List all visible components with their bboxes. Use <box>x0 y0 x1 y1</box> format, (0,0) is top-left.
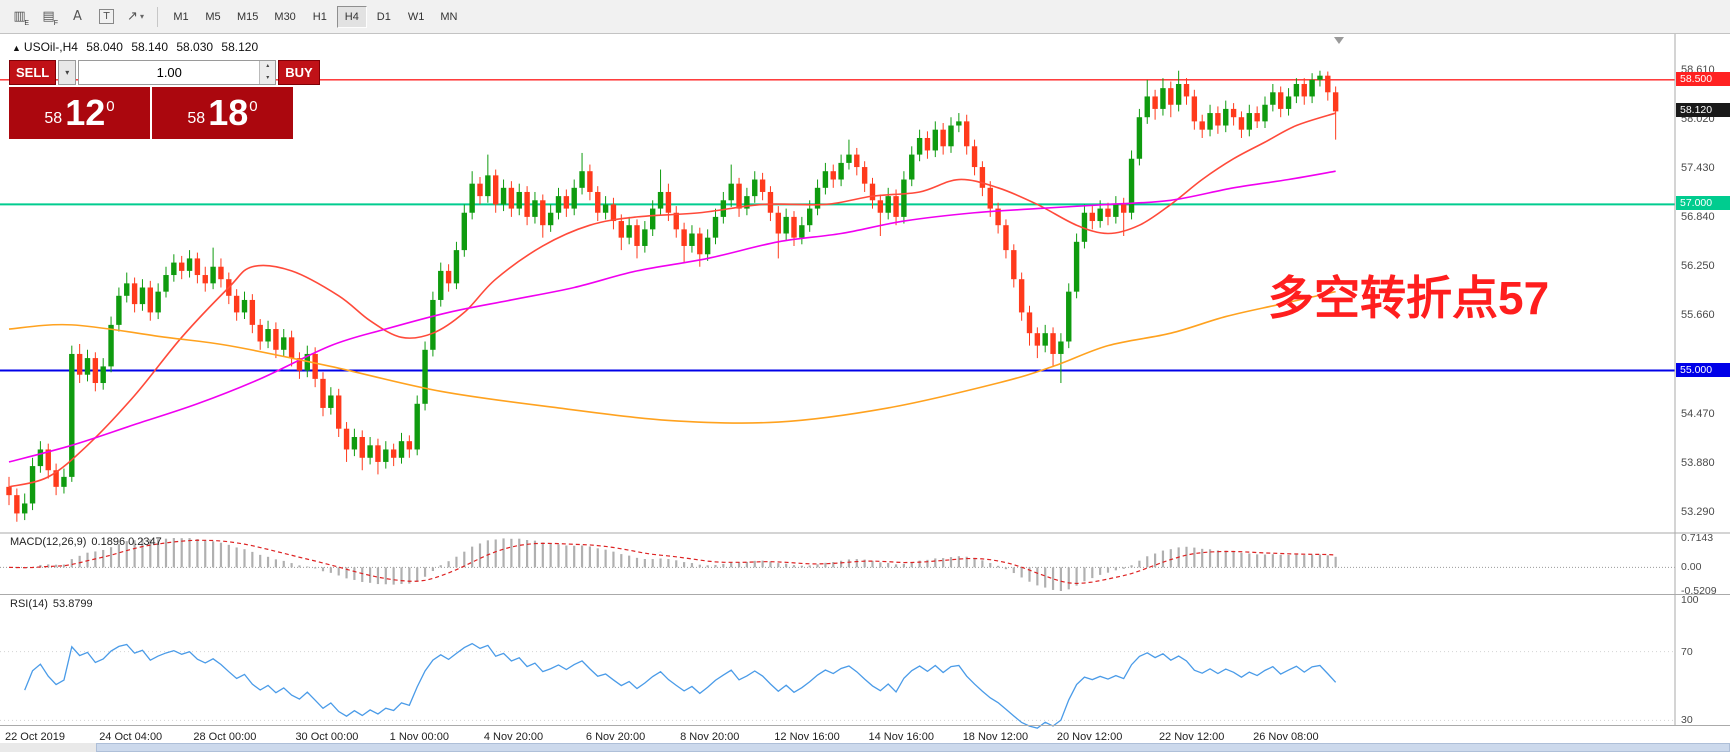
price-tick-53.290: 53.290 <box>1681 505 1715 518</box>
buy-price-pips: 18 <box>208 92 249 133</box>
toolbar-separator <box>157 6 158 27</box>
buy-button[interactable]: BUY <box>278 60 320 85</box>
buy-price-box[interactable]: 58 18 0 <box>152 87 293 139</box>
volume-spinner: ▴ ▾ <box>259 61 276 84</box>
rsi-name: RSI(14) <box>10 598 48 610</box>
timeframe-button-H4[interactable]: H4 <box>336 5 367 28</box>
chevron-down-icon: ▾ <box>65 68 70 77</box>
ma-line-slow <box>8 290 1336 424</box>
timeframe-button-MN[interactable]: MN <box>433 6 464 28</box>
moving-average-lines <box>8 112 1336 488</box>
price-shift-marker <box>1334 37 1344 44</box>
price-tick-56.250: 56.250 <box>1681 259 1715 272</box>
chart-annotation-text: 多空转折点57 <box>1268 272 1550 324</box>
timeframe-button-M1[interactable]: M1 <box>166 6 196 28</box>
volume-input[interactable] <box>79 61 260 84</box>
macd-panel <box>0 538 1675 591</box>
text-tool-icon[interactable]: T <box>93 5 120 29</box>
ma-line-fast <box>8 112 1336 488</box>
sell-price-box[interactable]: 58 12 0 <box>9 87 150 139</box>
price-tick-54.470: 54.470 <box>1681 407 1715 420</box>
toolbar-icons: ▥ E ▤ F A T ↗ ▾ <box>6 5 149 29</box>
time-label: 24 Oct 04:00 <box>99 731 163 743</box>
rsi-panel <box>0 642 1675 729</box>
timeframe-button-M30[interactable]: M30 <box>267 6 302 28</box>
chart-profile-e-icon[interactable]: ▥ E <box>6 5 33 29</box>
rsi-level-30: 30 <box>1681 714 1693 727</box>
panel-frame <box>0 33 1730 726</box>
price-tick-53.880: 53.880 <box>1681 456 1715 469</box>
rsi-indicator-label: RSI(14) 53.8799 <box>10 598 98 610</box>
ma-line-mid <box>8 170 1336 463</box>
macd-name: MACD(12,26,9) <box>10 536 87 548</box>
draw-tools-icon[interactable]: ↗ ▾ <box>122 5 149 29</box>
sell-price-pips: 12 <box>65 92 106 133</box>
timeframe-button-M15[interactable]: M15 <box>230 6 265 28</box>
volume-dropdown-button[interactable]: ▾ <box>58 60 77 85</box>
candles <box>6 70 1339 522</box>
close-value: 58.120 <box>221 40 259 54</box>
symbol-triangle-icon: ▲ <box>12 43 21 53</box>
timeframe-button-H1[interactable]: H1 <box>305 6 335 28</box>
rsi-level-70: 70 <box>1681 645 1693 658</box>
time-label: 8 Nov 20:00 <box>680 731 740 743</box>
macd-scale--0.5209: -0.5209 <box>1681 585 1717 597</box>
sell-price-point: 0 <box>106 97 115 115</box>
price-label-55.000: 55.000 <box>1676 362 1730 377</box>
symbol-period-label: USOil-,H4 <box>23 40 78 54</box>
price-tick-57.430: 57.430 <box>1681 161 1715 174</box>
time-label: 12 Nov 16:00 <box>774 731 840 743</box>
time-label: 4 Nov 20:00 <box>483 731 544 743</box>
buy-price-handle: 58 <box>187 110 206 127</box>
time-label: 6 Nov 20:00 <box>585 731 646 743</box>
price-label-57.000: 57.000 <box>1676 196 1730 211</box>
high-value: 58.140 <box>131 40 169 54</box>
open-value: 58.040 <box>86 40 123 54</box>
time-label: 22 Nov 12:00 <box>1158 731 1225 743</box>
rsi-level-100: 100 <box>1681 594 1699 606</box>
buy-price-point: 0 <box>249 97 258 115</box>
time-label: 20 Nov 12:00 <box>1056 731 1123 743</box>
timeframe-button-D1[interactable]: D1 <box>369 6 399 28</box>
volume-down-button[interactable]: ▾ <box>260 72 276 84</box>
rsi-value: 53.8799 <box>52 598 93 610</box>
price-tick-55.660: 55.660 <box>1681 308 1715 321</box>
volume-up-button[interactable]: ▴ <box>260 61 276 73</box>
time-label: 14 Nov 16:00 <box>868 731 934 743</box>
time-label: 18 Nov 12:00 <box>962 731 1029 743</box>
current-price-label: 58.120 <box>1676 103 1730 118</box>
sell-price-handle: 58 <box>44 110 63 127</box>
timeframe-button-M5[interactable]: M5 <box>198 6 228 28</box>
font-tool-icon[interactable]: A <box>64 5 91 29</box>
chart-profile-f-icon[interactable]: ▤ F <box>35 5 62 29</box>
time-label: 28 Oct 00:00 <box>193 731 257 743</box>
sell-button[interactable]: SELL <box>9 60 57 85</box>
macd-scale-0.7143: 0.7143 <box>1681 532 1714 544</box>
time-label: 30 Oct 00:00 <box>295 731 359 743</box>
horizontal-scrollbar <box>0 743 1730 752</box>
volume-box: ▴ ▾ <box>78 60 277 85</box>
scrollbar-thumb[interactable] <box>96 743 1730 752</box>
time-label: 26 Nov 08:00 <box>1253 731 1319 743</box>
timeframe-buttons: M1 M5 M15 M30 H1 H4 D1 W1 MN <box>166 5 464 28</box>
macd-values: 0.1896 0.2347 <box>91 536 162 548</box>
macd-scale-0.00: 0.00 <box>1681 561 1702 574</box>
timeframe-button-W1[interactable]: W1 <box>401 6 432 28</box>
macd-indicator-label: MACD(12,26,9) 0.1896 0.2347 <box>10 536 167 548</box>
time-label: 22 Oct 2019 <box>5 731 65 743</box>
toolbar: ▥ E ▤ F A T ↗ ▾ M1 M5 M15 M30 H1 H4 D1 W1 MN <box>0 0 1730 34</box>
low-value: 58.030 <box>176 40 214 54</box>
price-label-58.500: 58.500 <box>1676 71 1730 86</box>
chart-header: ▲ USOil-,H4 58.040 58.140 58.030 58.120 <box>12 40 263 54</box>
time-label: 1 Nov 00:00 <box>389 731 449 743</box>
price-tick-56.840: 56.840 <box>1681 210 1715 223</box>
